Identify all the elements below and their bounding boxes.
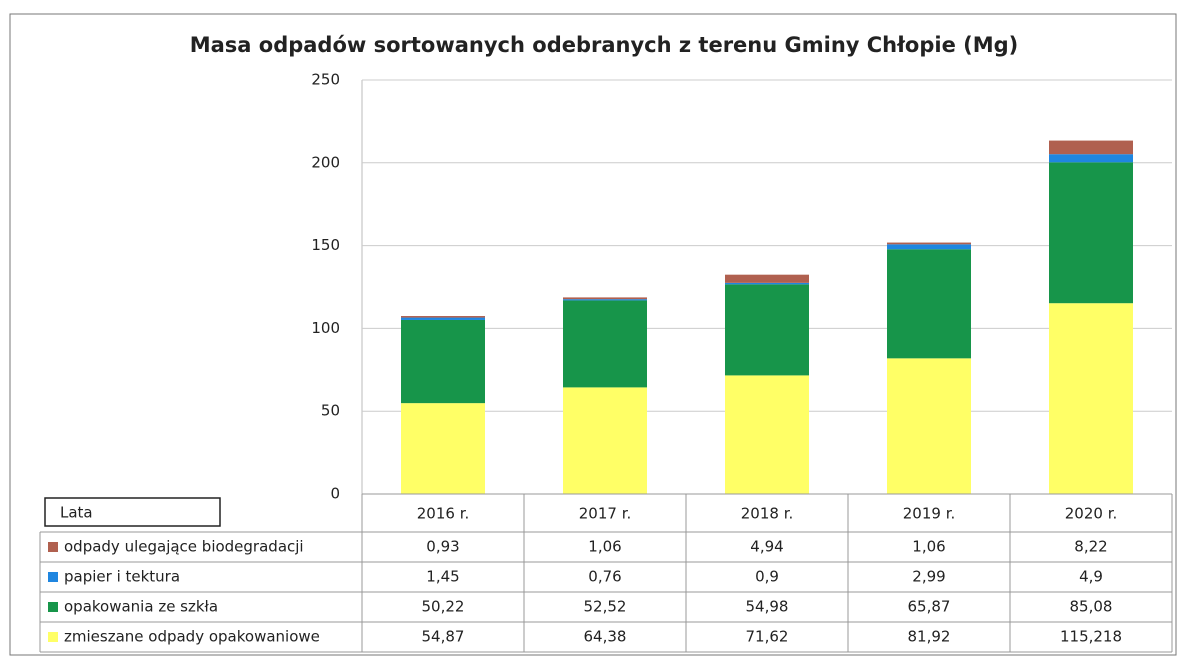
bar-segment [563,297,647,300]
table-value: 52,52 [584,598,627,616]
table-value: 1,06 [588,538,621,556]
bar-segment [563,300,647,388]
bar-segment [1049,154,1133,163]
header-box [44,497,221,527]
x-tick-label: 2019 r. [903,505,956,523]
x-tick-label: 2018 r. [741,505,794,523]
table-value: 85,08 [1070,598,1113,616]
y-tick-label: 50 [321,402,340,420]
bar-segment [563,387,647,494]
table-header: Lata [60,504,93,522]
bar-segment [1049,162,1133,304]
table-value: 0,76 [588,568,621,586]
legend-swatch [48,572,58,582]
bar-segment [887,242,971,245]
chart-title: Masa odpadów sortowanych odebranych z te… [190,33,1019,57]
y-tick-label: 150 [311,236,340,254]
table-value: 71,62 [746,628,789,646]
bar-segment [401,317,485,320]
bar-segment [563,299,647,301]
legend-label: odpady ulegające biodegradacji [64,538,304,556]
legend-label: papier i tektura [64,568,180,586]
table-value: 81,92 [908,628,951,646]
table-value: 4,94 [750,538,783,556]
legend-swatch [48,542,58,552]
table-value: 50,22 [422,598,465,616]
y-tick-label: 100 [311,319,340,337]
table-value: 65,87 [908,598,951,616]
bar-segment [725,282,809,285]
bar-segment [401,316,485,318]
x-tick-label: 2020 r. [1065,505,1118,523]
bar-segment [725,375,809,494]
bar-segment [401,319,485,404]
bar-segment [725,284,809,376]
table-value: 54,98 [746,598,789,616]
legend-swatch [48,632,58,642]
y-tick-label: 0 [330,485,340,503]
table-value: 54,87 [422,628,465,646]
x-tick-label: 2017 r. [579,505,632,523]
table-value: 8,22 [1074,538,1107,556]
bar-segment [887,244,971,250]
table-value: 64,38 [584,628,627,646]
table-value: 0,9 [755,568,779,586]
table-value: 1,06 [912,538,945,556]
table-value: 4,9 [1079,568,1103,586]
table-value: 115,218 [1060,628,1122,646]
bar-segment [1049,303,1133,494]
table-value: 1,45 [426,568,459,586]
legend-label: opakowania ze szkła [64,598,218,616]
bar-segment [1049,140,1133,155]
chart-border [9,13,1177,656]
legend-label: zmieszane odpady opakowaniowe [64,628,320,646]
x-tick-label: 2016 r. [417,505,470,523]
legend-swatch [48,602,58,612]
table-value: 0,93 [426,538,459,556]
bar-segment [887,249,971,359]
bar-segment [887,358,971,494]
y-tick-label: 200 [311,153,340,171]
y-tick-label: 250 [311,71,340,89]
bar-segment [725,274,809,283]
table-value: 2,99 [912,568,945,586]
bar-segment [401,403,485,494]
